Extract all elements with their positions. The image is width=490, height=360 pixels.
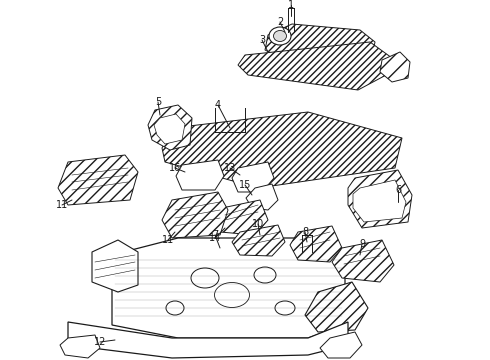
Polygon shape [320,332,362,358]
Polygon shape [238,42,392,90]
Ellipse shape [215,283,249,307]
Polygon shape [246,184,278,210]
Text: 3: 3 [259,35,265,45]
Polygon shape [232,162,274,192]
Ellipse shape [269,27,291,45]
Ellipse shape [275,301,295,315]
Text: 16: 16 [169,163,181,173]
Text: 11: 11 [56,200,68,210]
Text: 7: 7 [212,230,218,240]
Polygon shape [265,24,375,64]
Polygon shape [332,240,394,282]
Polygon shape [112,238,345,338]
Polygon shape [348,170,412,228]
Polygon shape [176,160,224,190]
Polygon shape [162,112,402,188]
Ellipse shape [166,301,184,315]
Polygon shape [212,200,268,235]
Polygon shape [353,180,406,222]
Text: 1: 1 [288,0,294,10]
Polygon shape [148,105,192,150]
Ellipse shape [254,267,276,283]
Polygon shape [58,155,138,205]
Polygon shape [290,226,342,262]
Polygon shape [380,52,410,82]
Text: 14: 14 [209,233,221,243]
Polygon shape [232,225,285,256]
Text: 4: 4 [215,100,221,110]
Text: 6: 6 [395,185,401,195]
Text: 10: 10 [252,219,264,229]
Polygon shape [305,282,368,332]
Polygon shape [60,335,100,358]
Polygon shape [162,192,228,238]
Polygon shape [154,114,185,144]
Text: 11: 11 [162,235,174,245]
Polygon shape [92,240,138,292]
Text: 12: 12 [94,337,106,347]
Text: 9: 9 [359,239,365,249]
Text: 15: 15 [239,180,251,190]
Text: 13: 13 [224,163,236,173]
Polygon shape [68,322,348,358]
Ellipse shape [191,268,219,288]
Text: 2: 2 [277,17,283,27]
Ellipse shape [273,31,287,41]
Text: 5: 5 [155,97,161,107]
Text: 8: 8 [302,227,308,237]
